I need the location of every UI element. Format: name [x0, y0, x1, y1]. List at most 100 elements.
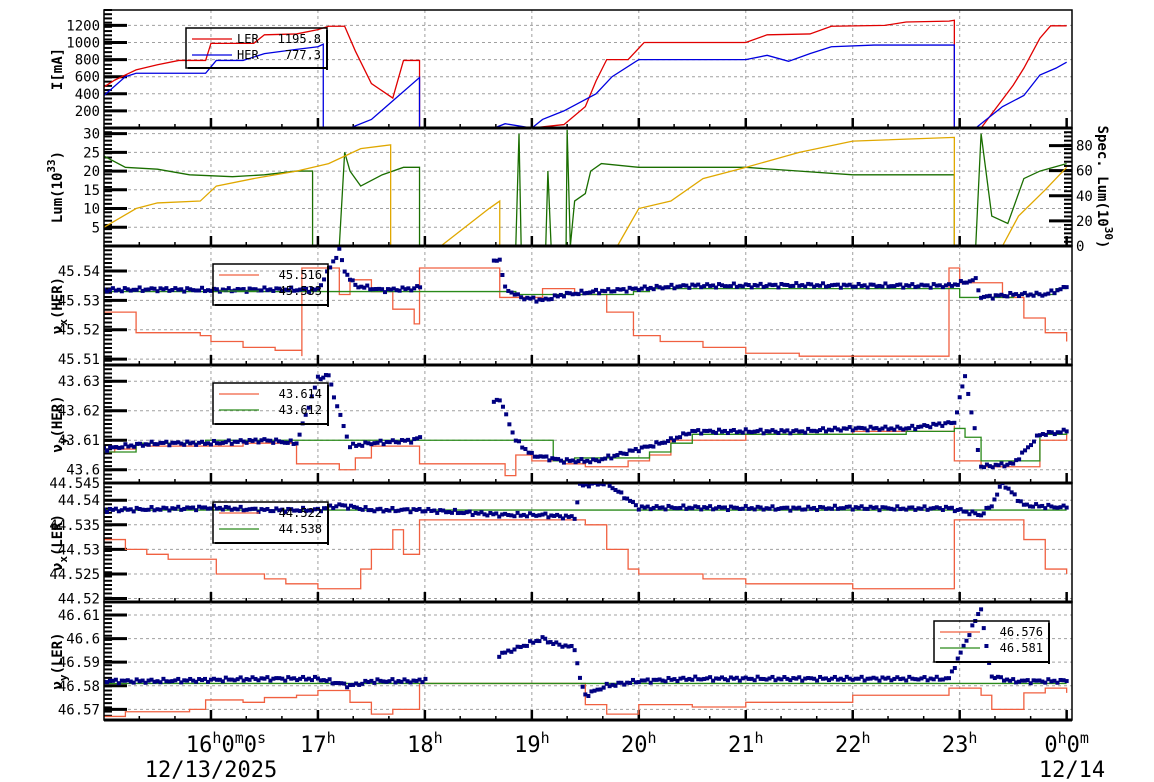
y-axis-label: Lum(1033): [45, 151, 66, 223]
tune-data-point: [253, 506, 258, 511]
tune-data-point: [203, 441, 208, 446]
tune-data-point: [803, 284, 808, 289]
tune-data-point: [563, 513, 568, 518]
tune-data-point: [671, 438, 676, 443]
tune-data-point: [749, 285, 754, 290]
tune-data-point: [642, 444, 647, 449]
tune-data-point: [357, 506, 362, 511]
tune-data-point: [378, 506, 383, 511]
tune-data-point: [622, 682, 627, 687]
tune-data-point: [803, 676, 808, 681]
tune-data-point: [862, 678, 867, 683]
tune-data-point: [946, 676, 951, 681]
tune-data-point: [618, 287, 623, 292]
tune-data-point: [518, 645, 523, 650]
tune-data-point: [447, 510, 452, 515]
tune-data-point: [868, 504, 873, 509]
tune-data-point: [137, 285, 142, 290]
ytick-label: 45.53: [58, 293, 100, 309]
tune-data-point: [1040, 679, 1045, 684]
tune-data-point: [390, 677, 395, 682]
tune-data-point: [690, 428, 695, 433]
tune-data-point: [675, 435, 680, 440]
tune-data-point: [304, 508, 309, 513]
tune-data-point: [749, 430, 754, 435]
tune-data-point: [244, 289, 249, 294]
tune-data-point: [998, 675, 1003, 680]
tune-data-point: [366, 679, 371, 684]
series-line-luminosity: [104, 129, 1067, 246]
tune-data-point: [821, 426, 826, 431]
tune-data-point: [800, 429, 805, 434]
tune-data-point: [205, 441, 210, 446]
tune-data-point: [152, 442, 157, 447]
tune-data-point: [1005, 677, 1010, 682]
tune-data-point: [582, 459, 587, 464]
tune-data-point: [847, 504, 852, 509]
tune-data-point: [188, 505, 193, 510]
tune-data-point: [182, 442, 187, 447]
tune-data-point: [895, 675, 900, 680]
tune-data-point: [776, 506, 781, 511]
tune-data-point: [1028, 443, 1033, 448]
tune-data-point: [116, 681, 121, 686]
tune-data-point: [119, 678, 124, 683]
tune-data-point: [835, 506, 840, 511]
tune-data-point: [1019, 678, 1024, 683]
tune-data-point: [877, 508, 882, 513]
tune-data-point: [910, 676, 915, 681]
series-line-spec-luminosity: [104, 136, 1068, 246]
tune-data-point: [405, 507, 410, 512]
tune-data-point: [743, 504, 748, 509]
tune-data-point: [615, 287, 620, 292]
tune-data-point: [550, 456, 555, 461]
tune-data-point: [749, 506, 754, 511]
right-ytick-label: 40: [1076, 189, 1093, 205]
tune-data-point: [194, 442, 199, 447]
tune-data-point: [639, 678, 644, 683]
tune-data-point: [294, 441, 299, 446]
tune-data-point: [616, 489, 621, 494]
tune-data-point: [740, 284, 745, 289]
tune-data-point: [847, 425, 852, 430]
tune-data-point: [696, 677, 701, 682]
tune-data-point: [351, 682, 356, 687]
tune-data-point: [1046, 291, 1051, 296]
tune-data-point: [592, 688, 597, 693]
tune-data-point: [1025, 293, 1030, 298]
tune-data-point: [208, 442, 213, 447]
tune-data-point: [417, 507, 422, 512]
tune-data-point: [981, 511, 986, 516]
tune-data-point: [654, 283, 659, 288]
tune-data-point: [838, 428, 843, 433]
tune-data-point: [651, 677, 656, 682]
tune-data-point: [904, 283, 909, 288]
tune-data-point: [1015, 498, 1020, 503]
tune-data-point: [648, 285, 653, 290]
tune-data-point: [259, 288, 264, 293]
tune-data-point: [702, 676, 707, 681]
tune-data-point: [999, 292, 1004, 297]
tune-data-point: [880, 675, 885, 680]
tune-data-point: [898, 282, 903, 287]
tune-data-point: [648, 507, 653, 512]
tune-data-point: [1037, 504, 1042, 509]
tune-data-point: [1049, 504, 1054, 509]
tune-data-point: [149, 505, 154, 510]
tune-data-point: [773, 678, 778, 683]
tune-data-point: [800, 507, 805, 512]
tune-data-point: [541, 454, 546, 459]
tune-data-point: [621, 287, 626, 292]
tune-data-point: [782, 505, 787, 510]
tune-data-point: [271, 440, 276, 445]
tune-data-point: [856, 425, 861, 430]
tune-data-point: [752, 283, 757, 288]
legend: 46.576 46.581: [933, 620, 1050, 664]
tune-data-point: [705, 676, 710, 681]
tune-data-point: [949, 283, 954, 288]
tune-data-point: [125, 678, 130, 683]
tune-data-point: [975, 447, 980, 452]
tune-data-point: [238, 504, 243, 509]
tune-data-point: [1064, 429, 1069, 434]
tune-data-point: [957, 395, 962, 400]
